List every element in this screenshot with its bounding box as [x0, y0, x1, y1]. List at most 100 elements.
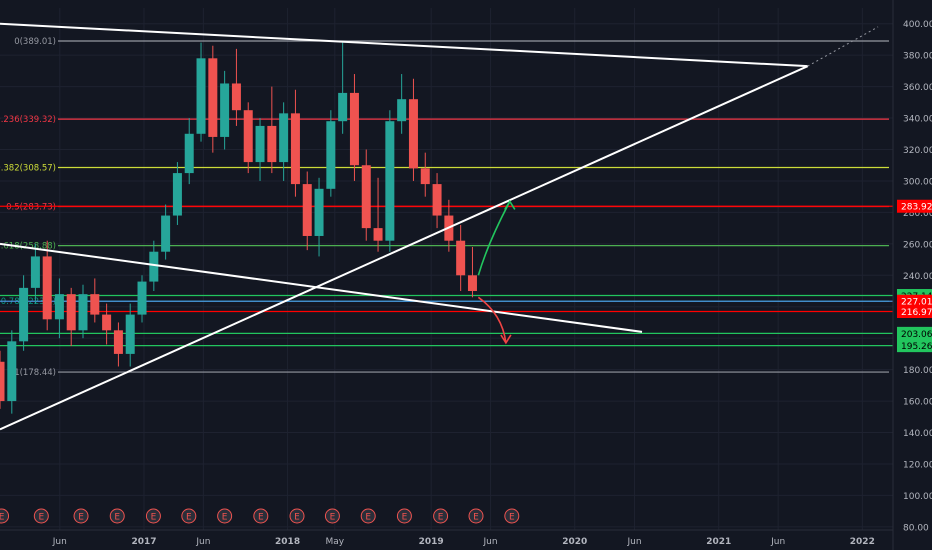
earnings-marker[interactable] — [0, 508, 10, 524]
earnings-marker[interactable] — [33, 508, 49, 524]
candle-body — [408, 99, 418, 169]
price-badge-label: 195.26 — [901, 342, 932, 352]
candle-body — [7, 341, 17, 402]
y-tick-label: 340.00 — [903, 115, 932, 125]
earnings-marker-label: E — [222, 513, 228, 523]
y-tick-label: 100.00 — [903, 492, 932, 502]
trendline[interactable] — [0, 22, 808, 68]
candle-body — [338, 92, 348, 122]
y-tick-label: 160.00 — [903, 398, 932, 408]
fib-level-label: 0.236(339.32) — [0, 115, 56, 125]
trendline-extension — [807, 26, 879, 67]
candle-body — [326, 121, 336, 189]
trendline[interactable] — [0, 242, 643, 333]
candle-body — [19, 287, 29, 342]
x-tick-label: 2018 — [275, 537, 300, 547]
earnings-marker-label: E — [0, 513, 5, 523]
earnings-marker[interactable] — [181, 508, 197, 524]
price-badge — [897, 294, 932, 308]
candle-body — [290, 113, 300, 185]
candle-body — [137, 281, 147, 315]
candle-body — [373, 228, 383, 241]
earnings-marker[interactable] — [73, 508, 89, 524]
candle-body — [385, 121, 395, 241]
fib-level-label: 0.618(258.88) — [0, 242, 56, 252]
candle-body — [125, 314, 135, 354]
horizontal-levels[interactable] — [0, 205, 893, 347]
earnings-marker[interactable] — [433, 508, 449, 524]
candle-body — [220, 83, 230, 137]
candle-body — [30, 256, 40, 288]
earnings-marker[interactable] — [504, 508, 520, 524]
y-tick-label: 360.00 — [903, 83, 932, 93]
earnings-marker[interactable] — [253, 508, 269, 524]
price-badge — [897, 326, 932, 340]
candle-body — [78, 294, 88, 331]
arrow-head — [500, 334, 512, 345]
candle-body — [255, 125, 265, 163]
x-tick-label: Jun — [195, 537, 210, 547]
earnings-marker-label: E — [78, 513, 84, 523]
fib-level-label: 0(389.01) — [14, 37, 56, 47]
y-tick-label: 180.00 — [903, 366, 932, 376]
candle-body — [231, 83, 241, 111]
x-tick-label: 2021 — [706, 537, 731, 547]
x-tick-label: 2022 — [850, 537, 875, 547]
grid — [0, 8, 893, 530]
y-tick-label: 260.00 — [903, 240, 932, 250]
fib-level-label: 1(178.44) — [14, 368, 56, 378]
y-tick-label: 80.00 — [903, 523, 929, 533]
candle-body — [314, 188, 324, 236]
trendline[interactable] — [0, 65, 809, 431]
earnings-marker[interactable] — [217, 508, 233, 524]
candle-body — [102, 314, 112, 331]
earnings-marker[interactable] — [145, 508, 161, 524]
earnings-marker[interactable] — [324, 508, 340, 524]
price-badge-label: 227.01 — [901, 298, 932, 308]
earnings-marker[interactable] — [468, 508, 484, 524]
y-tick-label: 320.00 — [903, 146, 932, 156]
candle-body — [54, 294, 64, 320]
earnings-marker-label: E — [473, 513, 479, 523]
candle-body — [161, 215, 171, 252]
y-tick-label: 140.00 — [903, 429, 932, 439]
candle-body — [279, 113, 289, 163]
candle-body — [149, 251, 159, 282]
time-axis[interactable]: Jun 2017 Jun 2018 May 2019 Jun 2020 Jun 2021 Jun 20… — [0, 529, 893, 547]
price-badge-label: 203.06 — [901, 330, 932, 340]
candle-body — [397, 99, 407, 122]
earnings-marker[interactable] — [396, 508, 412, 524]
annotation-arrows — [477, 199, 516, 345]
candle-body — [113, 330, 123, 354]
arrow-down — [477, 296, 507, 344]
earnings-marker-label: E — [186, 513, 192, 523]
earnings-marker[interactable] — [360, 508, 376, 524]
candle-body — [432, 184, 442, 216]
earnings-marker[interactable] — [289, 508, 305, 524]
trendlines[interactable] — [0, 22, 879, 431]
candle-body — [467, 275, 477, 292]
price-badge-label: 283.92 — [901, 203, 932, 213]
earnings-marker-label: E — [365, 513, 371, 523]
y-tick-label: 280.00 — [903, 209, 932, 219]
earnings-marker-label: E — [402, 513, 408, 523]
earnings-marker-label: E — [438, 513, 444, 523]
y-tick-label: 240.00 — [903, 272, 932, 282]
candle-body — [42, 256, 52, 320]
earnings-marker-label: E — [509, 513, 515, 523]
x-tick-label: 2019 — [419, 537, 444, 547]
x-tick-label: 2020 — [562, 537, 587, 547]
fib-level-label: 0.382(308.57) — [0, 163, 56, 173]
price-badge — [897, 339, 932, 353]
candle-body — [90, 294, 100, 315]
earnings-marker[interactable] — [109, 508, 125, 524]
x-tick-label: Jun — [52, 537, 67, 547]
earnings-marker-label: E — [114, 513, 120, 523]
candle-body — [66, 294, 76, 331]
price-axis[interactable]: 80.00100.00120.00140.00160.00180.00200.0… — [892, 0, 932, 550]
fib-level-label: 0.5(283.73) — [6, 203, 56, 213]
earnings-marker-label: E — [38, 513, 44, 523]
